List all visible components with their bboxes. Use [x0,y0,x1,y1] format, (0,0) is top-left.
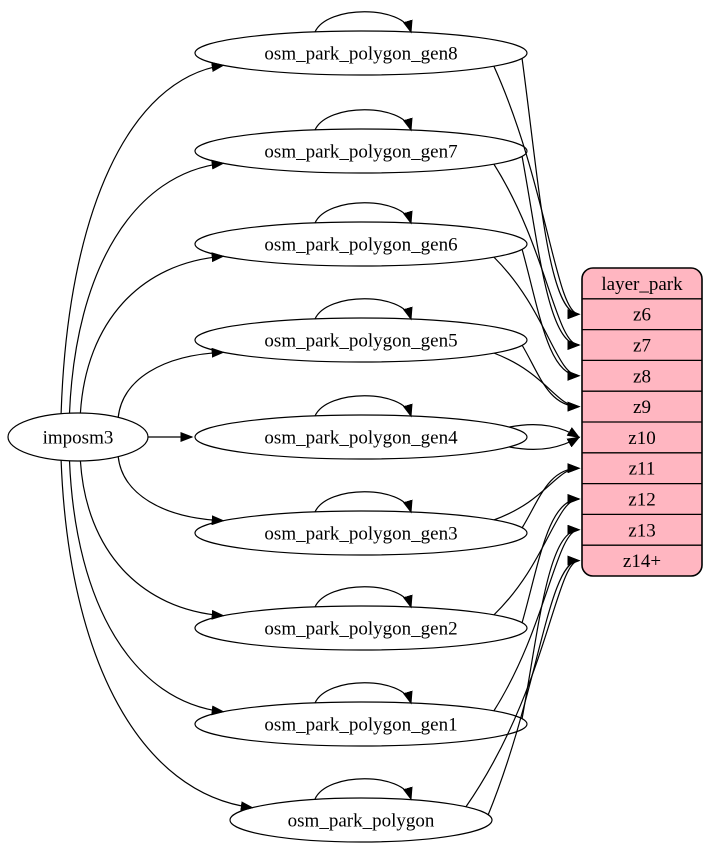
layer-row-z8: z8 [633,366,651,387]
self-loop-edge-osm_park_polygon_gen6 [314,202,413,225]
self-loop-edge-osm_park_polygon_gen1 [314,682,413,705]
self-loop-edge-osm_park_polygon_gen8 [314,11,413,34]
edge-imposm3-to-osm_park_polygon_gen7 [68,159,225,414]
edge-imposm3-to-osm_park_polygon_gen6 [79,252,225,414]
table-node-label: osm_park_polygon_gen2 [264,619,457,640]
table-node-osm_park_polygon_gen3 [194,510,528,556]
edge-imposm3-to-osm_park_polygon_gen5 [117,347,225,418]
table-node-label: osm_park_polygon_gen3 [264,524,457,545]
table-node-osm_park_polygon_gen7 [194,128,528,174]
self-loop-edge-osm_park_polygon_gen3 [314,491,413,514]
edge-imposm3-to-osm_park_polygon_gen2 [79,460,225,620]
layer-row-z6: z6 [633,305,651,326]
self-loop-edge-osm_park_polygon_gen2 [314,586,413,609]
edge-osm_park_polygon_gen6-to-z8 [521,248,581,381]
edge-imposm3-to-osm_park_polygon_gen1 [68,460,225,716]
layer-row-z13: z13 [628,520,655,541]
nodes-layer: imposm3 osm_park_polygon_gen8 osm_park_pol… [7,30,528,843]
edge-imposm3-to-osm_park_polygon_gen8 [60,62,225,414]
self-loop-edge-osm_park_polygon_gen4 [314,395,413,418]
edge-osm_park_polygon_gen8-to-z6 [521,57,581,320]
edge-osm_park_polygon_gen7-to-z7 [493,163,581,350]
layer-table-header: layer_park [601,274,683,295]
layer-row-z7: z7 [633,336,651,357]
layer-row-z9: z9 [633,397,651,418]
table-node-osm_park_polygon_gen2 [194,605,528,651]
edge-osm_park_polygon_gen3-to-z11 [493,463,581,521]
edge-osm_park_polygon_gen2-to-z12 [493,494,581,616]
edge-osm_park_polygon-to-z14+ [465,555,581,808]
table-node-label: osm_park_polygon_gen1 [264,715,457,736]
edges-layer [60,11,581,816]
table-node-osm_park_polygon [229,797,493,843]
layer-row-z12: z12 [628,490,655,511]
layer-row-z11: z11 [629,459,656,480]
edge-osm_park_polygon_gen4-to-z10 [509,436,581,450]
edge-osm_park_polygon_gen3-to-z11 [521,463,581,529]
edge-osm_park_polygon_gen5-to-z9 [493,352,581,412]
table-node-label: osm_park_polygon [288,811,435,832]
edge-osm_park_polygon_gen1-to-z13 [521,524,581,720]
self-loop-edge-osm_park_polygon [314,778,413,801]
table-node-osm_park_polygon_gen5 [194,317,528,363]
table-node-osm_park_polygon_gen1 [194,701,528,747]
edge-osm_park_polygon_gen8-to-z6 [493,65,581,320]
table-node-osm_park_polygon_gen8 [194,30,528,76]
self-loop-edge-osm_park_polygon_gen7 [314,109,413,132]
edge-osm_park_polygon-to-z14+ [487,555,581,816]
edge-osm_park_polygon_gen6-to-z8 [493,256,581,381]
table-node-osm_park_polygon_gen6 [194,221,528,267]
layer-park-table: layer_park z6 z7 z8 z9 z10 z11 z12 z13 z14+ [581,267,703,577]
edge-imposm3-to-osm_park_polygon_gen3 [117,456,225,526]
imposm3-node-label: imposm3 [43,428,114,449]
table-node-osm_park_polygon_gen4 [194,414,528,460]
table-node-label: osm_park_polygon_gen6 [264,235,457,256]
table-node-label: osm_park_polygon_gen5 [264,331,457,352]
self-loop-edge-osm_park_polygon_gen5 [314,298,413,321]
layer-row-z10: z10 [628,428,655,449]
edge-osm_park_polygon_gen1-to-z13 [493,524,581,712]
table-node-label: osm_park_polygon_gen4 [264,428,458,449]
layer-row-z14+: z14+ [623,551,661,572]
edge-osm_park_polygon_gen4-to-z10 [509,424,581,439]
edge-osm_park_polygon_gen5-to-z9 [521,344,581,412]
edge-osm_park_polygon_gen2-to-z12 [521,494,581,624]
table-node-label: osm_park_polygon_gen8 [264,44,457,65]
table-node-label: osm_park_polygon_gen7 [264,142,457,163]
edge-imposm3-to-osm_park_polygon [60,460,254,812]
edge-osm_park_polygon_gen7-to-z7 [521,155,581,350]
